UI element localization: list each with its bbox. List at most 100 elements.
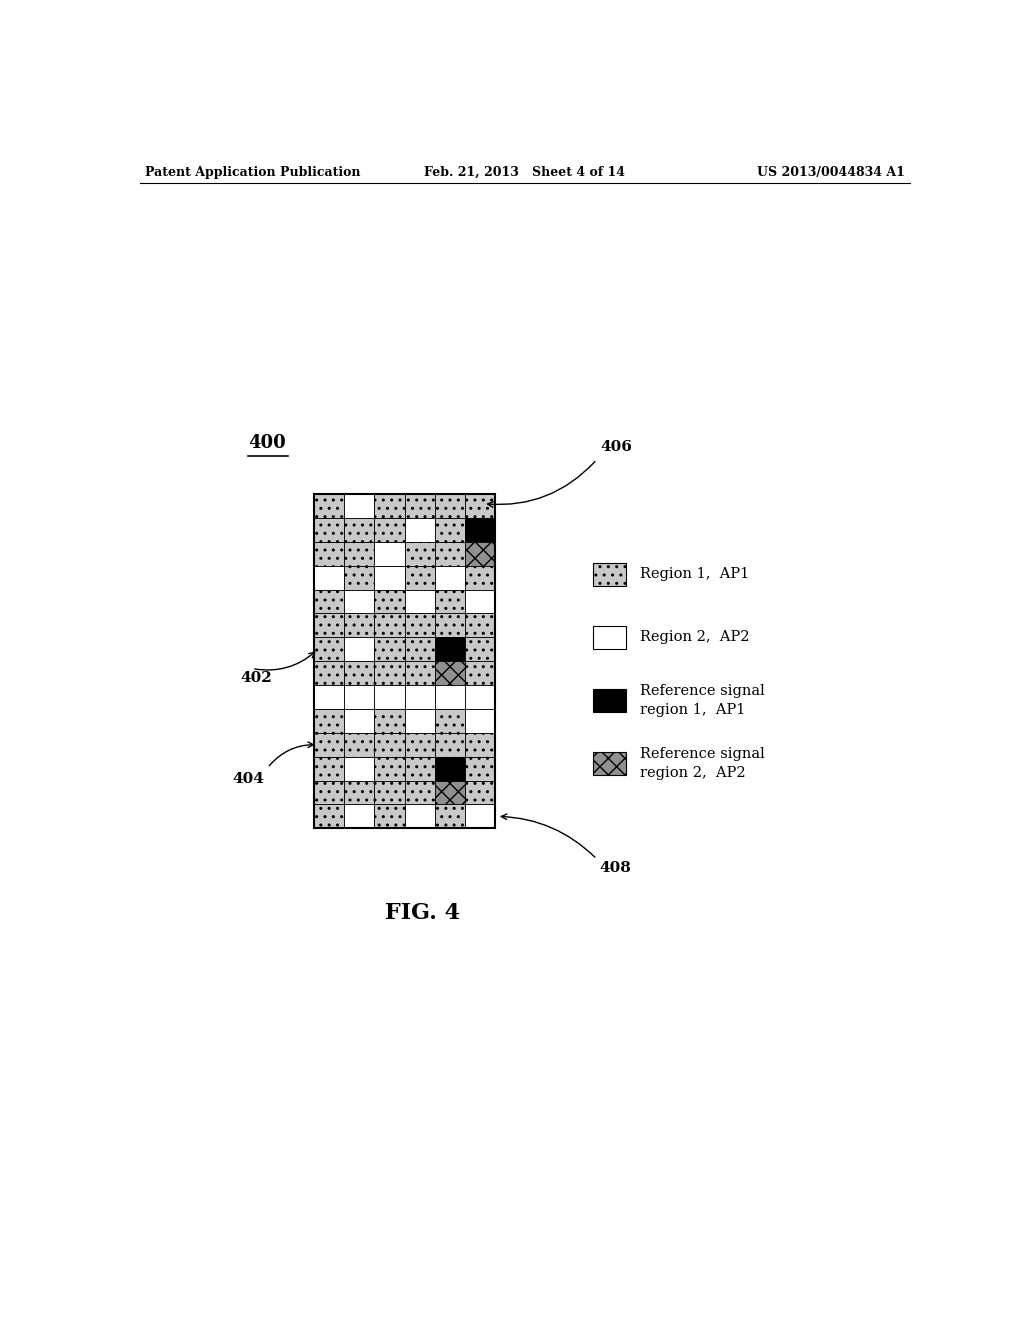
Text: US 2013/0044834 A1: US 2013/0044834 A1 <box>757 166 904 180</box>
Bar <box>465 590 496 614</box>
Bar <box>314 566 344 590</box>
Bar <box>344 733 375 756</box>
Text: Reference signal
region 1,  AP1: Reference signal region 1, AP1 <box>640 684 764 717</box>
Text: Patent Application Publication: Patent Application Publication <box>145 166 360 180</box>
Text: 404: 404 <box>232 772 264 785</box>
Bar <box>404 709 435 733</box>
Text: 406: 406 <box>601 440 633 454</box>
Text: Feb. 21, 2013   Sheet 4 of 14: Feb. 21, 2013 Sheet 4 of 14 <box>424 166 626 180</box>
Bar <box>435 614 465 638</box>
Text: 402: 402 <box>241 671 272 685</box>
Bar <box>314 541 344 566</box>
Bar <box>404 638 435 661</box>
Bar <box>465 733 496 756</box>
Bar <box>465 614 496 638</box>
Bar <box>375 541 404 566</box>
Bar <box>465 494 496 517</box>
Bar <box>314 494 496 829</box>
Bar <box>435 590 465 614</box>
Bar <box>435 780 465 804</box>
Bar <box>404 661 435 685</box>
Bar <box>375 709 404 733</box>
Text: Region 2,  AP2: Region 2, AP2 <box>640 631 749 644</box>
Bar <box>465 756 496 780</box>
Bar <box>404 733 435 756</box>
Text: Region 1,  AP1: Region 1, AP1 <box>640 568 749 581</box>
Bar <box>314 590 344 614</box>
Bar <box>465 638 496 661</box>
Bar <box>314 494 344 517</box>
Bar <box>344 590 375 614</box>
Bar <box>465 541 496 566</box>
Bar <box>404 566 435 590</box>
Bar <box>314 780 344 804</box>
Bar <box>404 756 435 780</box>
Bar <box>314 685 344 709</box>
Bar <box>314 756 344 780</box>
Bar <box>404 590 435 614</box>
Bar <box>344 541 375 566</box>
Bar <box>344 756 375 780</box>
Bar <box>465 517 496 543</box>
Bar <box>375 590 404 614</box>
Bar <box>375 517 404 543</box>
Bar <box>314 661 344 685</box>
Bar <box>344 566 375 590</box>
Bar <box>593 626 626 649</box>
Bar <box>465 709 496 733</box>
Bar <box>435 566 465 590</box>
Bar <box>435 541 465 566</box>
Bar <box>435 709 465 733</box>
Bar <box>375 733 404 756</box>
Bar <box>465 566 496 590</box>
Bar <box>435 685 465 709</box>
Text: FIG. 4: FIG. 4 <box>385 902 460 924</box>
Bar <box>435 661 465 685</box>
Text: 408: 408 <box>599 861 631 875</box>
Bar <box>404 541 435 566</box>
Bar <box>344 685 375 709</box>
Bar <box>314 614 344 638</box>
Bar <box>435 494 465 517</box>
Bar <box>465 804 496 829</box>
Bar <box>375 494 404 517</box>
Bar <box>593 689 626 711</box>
Bar <box>314 638 344 661</box>
Text: Reference signal
region 2,  AP2: Reference signal region 2, AP2 <box>640 747 764 780</box>
Bar <box>404 494 435 517</box>
Bar <box>435 733 465 756</box>
Bar <box>375 661 404 685</box>
Bar <box>435 517 465 543</box>
Bar <box>314 709 344 733</box>
Bar <box>435 756 465 780</box>
Bar <box>344 517 375 543</box>
Bar <box>404 804 435 829</box>
Bar <box>404 517 435 543</box>
Bar <box>375 638 404 661</box>
Bar <box>344 494 375 517</box>
Bar <box>465 685 496 709</box>
Bar <box>375 685 404 709</box>
Bar <box>375 756 404 780</box>
Bar <box>344 661 375 685</box>
Bar <box>314 804 344 829</box>
Bar <box>404 685 435 709</box>
Bar <box>344 709 375 733</box>
Bar <box>404 614 435 638</box>
Bar <box>593 752 626 775</box>
Bar <box>435 804 465 829</box>
Bar <box>344 638 375 661</box>
Bar <box>375 804 404 829</box>
Bar <box>375 566 404 590</box>
Bar <box>465 780 496 804</box>
Bar <box>344 780 375 804</box>
Bar <box>375 780 404 804</box>
Bar <box>465 661 496 685</box>
Bar <box>375 614 404 638</box>
Bar <box>314 733 344 756</box>
Bar <box>593 562 626 586</box>
Text: 400: 400 <box>248 434 286 451</box>
Bar <box>344 614 375 638</box>
Bar <box>404 780 435 804</box>
Bar <box>344 804 375 829</box>
